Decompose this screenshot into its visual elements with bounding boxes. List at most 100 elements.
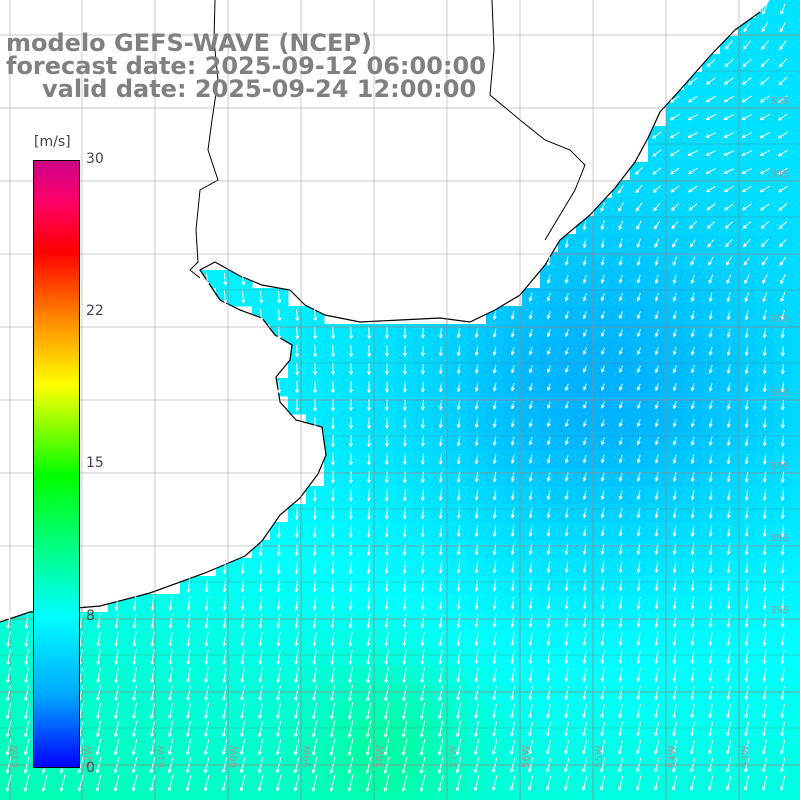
wind-arrow: [365, 756, 372, 774]
wind-arrow: [455, 774, 462, 792]
wind-arrow: [600, 256, 605, 266]
wind-arrow: [41, 774, 48, 792]
wind-arrow: [744, 310, 749, 320]
wind-arrow: [636, 419, 641, 427]
wind-arrow: [744, 525, 749, 537]
latitude-label: 36S: [770, 388, 789, 399]
wind-arrow: [437, 774, 444, 792]
wind-arrow: [654, 614, 659, 628]
wind-arrow: [402, 453, 407, 465]
wind-arrow: [438, 578, 443, 592]
wind-arrow: [222, 595, 227, 611]
wind-arrow: [114, 685, 119, 702]
wind-arrow: [617, 184, 625, 194]
wind-arrow: [349, 381, 353, 393]
wind-arrow: [6, 613, 11, 629]
wind-arrow: [780, 596, 785, 610]
wind-arrow: [384, 631, 389, 647]
wind-arrow: [455, 738, 462, 756]
wind-arrow: [618, 220, 624, 230]
wind-speed-cell: [792, 144, 800, 163]
wind-arrow: [618, 365, 623, 373]
wind-arrow: [132, 721, 138, 738]
wind-arrow: [636, 614, 641, 628]
wind-arrow: [329, 774, 336, 792]
wind-arrow: [690, 507, 695, 519]
wind-arrow: [690, 650, 695, 664]
wind-arrow: [761, 256, 769, 266]
wind-arrow: [672, 419, 677, 428]
wind-arrow: [456, 453, 461, 465]
longitude-label: 54W: [667, 745, 678, 768]
wind-speed-cell: [486, 792, 505, 800]
wind-arrow: [456, 525, 461, 537]
wind-arrow: [636, 220, 642, 230]
wind-arrow: [654, 256, 659, 266]
wind-speed-cell: [792, 666, 800, 685]
wind-arrow: [618, 202, 624, 212]
wind-arrow: [708, 382, 713, 392]
wind-arrow: [600, 525, 605, 537]
wind-arrow: [24, 613, 29, 629]
wind-arrow: [618, 704, 623, 719]
wind-arrow: [762, 757, 768, 773]
wind-arrow: [546, 703, 551, 719]
wind-arrow: [510, 668, 515, 683]
wind-arrow: [564, 256, 569, 266]
wind-arrow: [688, 167, 698, 175]
wind-arrow: [618, 561, 623, 573]
wind-arrow: [546, 490, 551, 500]
wind-arrow: [780, 435, 785, 447]
wind-arrow: [706, 77, 716, 85]
wind-arrow: [23, 720, 30, 738]
wind-arrow: [546, 454, 551, 464]
wind-arrow: [348, 596, 353, 611]
wind-arrow: [582, 383, 587, 391]
wind-arrow: [330, 702, 336, 720]
wind-arrow: [582, 274, 587, 284]
wind-speed-cell: [180, 792, 199, 800]
wind-arrow: [777, 131, 788, 139]
wind-arrow: [223, 290, 228, 304]
wind-arrow: [618, 311, 623, 319]
wind-arrow: [113, 756, 120, 774]
wind-speed-cell: [792, 522, 800, 541]
wind-arrow: [492, 454, 497, 464]
wind-arrow: [582, 579, 587, 592]
wind-arrow: [312, 613, 317, 629]
wind-arrow: [690, 721, 696, 737]
wind-arrow: [672, 739, 678, 755]
wind-arrow: [564, 668, 569, 682]
wind-arrow: [474, 507, 479, 519]
wind-arrow: [759, 113, 771, 121]
wind-arrow: [420, 667, 425, 683]
wind-arrow: [149, 756, 156, 774]
wind-arrow: [780, 560, 785, 574]
wind-arrow: [366, 649, 371, 665]
wind-arrow: [241, 272, 246, 286]
wind-arrow: [384, 560, 389, 574]
wind-speed-cell: [414, 792, 433, 800]
wind-arrow: [384, 667, 389, 684]
wind-arrow: [706, 221, 716, 229]
wind-arrow: [636, 525, 641, 537]
wind-arrow: [636, 329, 641, 337]
wind-arrow: [402, 435, 407, 447]
wind-arrow: [690, 703, 695, 719]
wind-arrow: [564, 614, 569, 628]
wind-speed-cell: [396, 792, 415, 800]
wind-arrow: [564, 383, 569, 391]
wind-arrow: [420, 578, 425, 592]
wind-arrow: [600, 508, 605, 519]
wind-arrow: [456, 596, 461, 610]
wind-arrow: [726, 328, 731, 338]
wind-arrow: [528, 383, 533, 391]
wind-speed-cell: [774, 792, 793, 800]
wind-arrow: [670, 95, 680, 103]
wind-speed-cell: [612, 792, 631, 800]
wind-arrow: [654, 508, 659, 519]
wind-arrow: [384, 684, 390, 702]
wind-arrow: [510, 703, 515, 719]
wind-arrow: [438, 418, 443, 429]
